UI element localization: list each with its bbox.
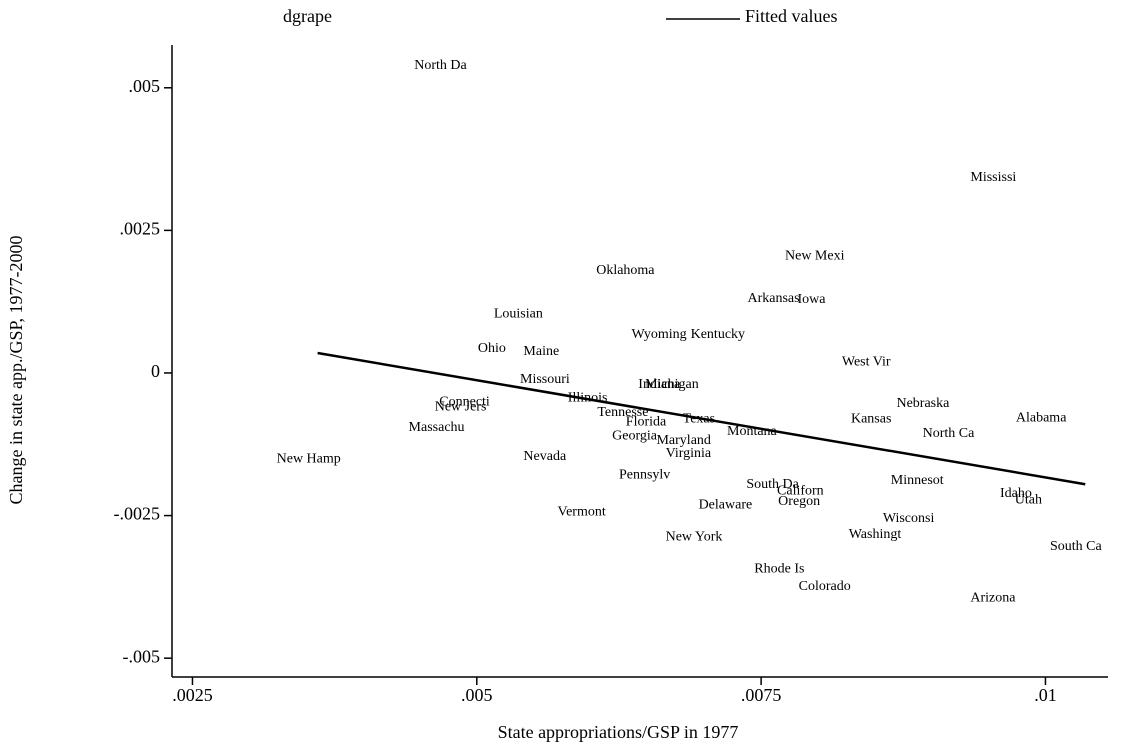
point-label: Pennsylv <box>619 467 670 482</box>
point-label: Nevada <box>523 449 567 464</box>
x-tick-label: .01 <box>1034 685 1057 705</box>
point-label: Utah <box>1015 492 1042 507</box>
point-label: Nebraska <box>896 396 950 411</box>
point-label: Florida <box>626 414 667 429</box>
point-label: Kentucky <box>691 327 745 342</box>
point-label: Wisconsi <box>883 511 935 526</box>
point-label: Idaho <box>1000 486 1032 501</box>
point-label: Michigan <box>645 377 699 392</box>
point-label: Massachu <box>409 420 465 435</box>
y-tick-label: .005 <box>129 76 161 96</box>
point-label: Maryland <box>656 433 710 448</box>
point-label: Delaware <box>699 498 753 513</box>
x-tick-label: .0025 <box>172 685 213 705</box>
legend-label: Fitted values <box>745 6 838 26</box>
x-tick-label: .0075 <box>741 685 782 705</box>
point-label: West Vir <box>842 354 891 369</box>
point-label: Louisian <box>494 306 543 321</box>
point-label: New Mexi <box>785 248 845 263</box>
point-label: Indiana <box>638 377 681 392</box>
point-label: Wyoming <box>631 327 686 342</box>
y-tick-label: .0025 <box>120 219 161 239</box>
point-label: North Da <box>414 58 467 73</box>
point-label: South Ca <box>1050 539 1103 554</box>
point-label: Vermont <box>558 504 606 519</box>
y-tick-label: -.0025 <box>114 504 161 524</box>
x-tick-label: .005 <box>461 685 493 705</box>
point-label: Minnesot <box>891 473 944 488</box>
point-label: Arkansas <box>747 291 799 306</box>
point-label: Mississi <box>970 170 1016 185</box>
point-label: New Hamp <box>277 451 341 466</box>
point-label: Oregon <box>778 494 820 509</box>
point-label: Rhode Is <box>754 561 804 576</box>
point-label: Arizona <box>970 591 1016 606</box>
point-label: Iowa <box>798 292 827 307</box>
point-label: Alabama <box>1016 410 1067 425</box>
point-label: North Ca <box>923 426 976 441</box>
legend-label: dgrape <box>283 6 332 26</box>
point-label: Montana <box>727 424 778 439</box>
point-label: Californ <box>777 483 824 498</box>
point-label: Ohio <box>478 341 506 356</box>
point-label: Washingt <box>849 527 902 542</box>
y-tick-label: 0 <box>151 361 160 381</box>
point-label: Kansas <box>851 411 891 426</box>
point-label: Tennesse <box>597 405 648 420</box>
point-label: Georgia <box>612 429 658 444</box>
point-label: Oklahoma <box>596 263 655 278</box>
point-label: Virginia <box>666 446 712 461</box>
y-axis-title: Change in state app./GSP, 1977-2000 <box>6 236 26 505</box>
point-label: Maine <box>523 344 559 359</box>
point-label: New Jers <box>435 399 487 414</box>
x-axis-title: State appropriations/GSP in 1977 <box>498 722 739 742</box>
point-label: Colorado <box>799 579 851 594</box>
point-label: South Da <box>746 477 799 492</box>
point-label: New York <box>666 529 723 544</box>
point-label: Missouri <box>520 372 570 387</box>
y-tick-label: -.005 <box>123 646 161 666</box>
fitted-line <box>317 351 1086 486</box>
point-label: Connecti <box>439 394 490 409</box>
